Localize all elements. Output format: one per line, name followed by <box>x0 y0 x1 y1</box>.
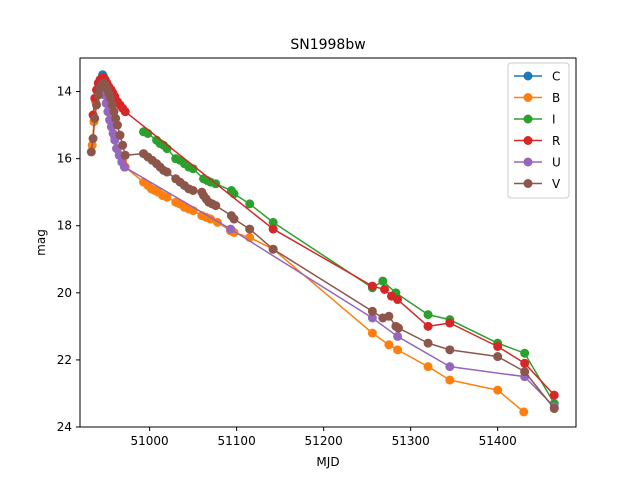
legend-entry-B: B <box>514 91 560 105</box>
data-point <box>162 167 172 177</box>
legend-swatch-marker <box>523 114 533 124</box>
x-axis-label: MJD <box>316 455 339 469</box>
data-point <box>86 147 96 157</box>
data-point <box>520 367 530 377</box>
y-tick-label: 18 <box>57 219 72 233</box>
x-tick-label: 51400 <box>479 434 517 448</box>
data-point <box>393 345 403 355</box>
data-point <box>445 375 455 385</box>
legend-label: I <box>552 113 556 127</box>
data-point <box>211 201 221 211</box>
legend-entry-R: R <box>514 134 560 148</box>
data-point <box>393 331 403 341</box>
legend-swatch-marker <box>523 136 533 145</box>
data-point <box>367 313 377 323</box>
data-point <box>423 362 433 372</box>
x-axis: 51000 51100 51200 51300 51400 <box>131 427 517 448</box>
data-point <box>88 134 98 144</box>
data-point <box>423 321 433 331</box>
x-tick-label: 51100 <box>218 434 256 448</box>
legend-label: U <box>552 156 561 170</box>
data-point <box>520 348 530 358</box>
data-point <box>493 385 503 395</box>
data-point <box>119 162 129 172</box>
data-point <box>92 100 102 110</box>
data-point <box>380 284 390 294</box>
data-point <box>268 217 278 227</box>
data-point <box>393 295 403 305</box>
y-tick-label: 24 <box>57 420 72 434</box>
data-point <box>120 150 130 160</box>
y-tick-label: 14 <box>57 85 72 99</box>
plot-frame <box>79 57 577 428</box>
data-point <box>378 276 388 286</box>
y-tick-label: 20 <box>57 286 72 300</box>
data-point <box>445 362 455 372</box>
chart-title: SN1998bw <box>290 37 365 53</box>
data-point <box>268 224 278 234</box>
legend-label: R <box>552 134 560 148</box>
data-point <box>445 318 455 328</box>
data-point <box>367 306 377 316</box>
data-point <box>229 214 239 224</box>
x-tick-label: 51300 <box>392 434 430 448</box>
legend-swatch-marker <box>523 157 533 167</box>
data-point <box>90 113 100 123</box>
data-point <box>423 338 433 348</box>
data-point <box>112 120 122 130</box>
data-point <box>549 404 559 414</box>
legend-entry-V: V <box>514 177 561 191</box>
data-point <box>245 199 255 209</box>
data-point <box>115 130 125 140</box>
data-point <box>367 281 377 291</box>
data-point <box>229 189 239 199</box>
legend-label: V <box>552 177 561 191</box>
legend-label: B <box>552 91 560 105</box>
data-point <box>384 311 394 321</box>
legend-entry-U: U <box>514 156 561 170</box>
data-point <box>493 341 503 351</box>
legend-label: C <box>552 70 560 84</box>
data-point <box>384 340 394 350</box>
legend-entry-C: C <box>514 70 560 84</box>
data-point <box>549 390 559 400</box>
x-tick-label: 51200 <box>305 434 343 448</box>
legend-swatch-marker <box>523 179 533 188</box>
legend-entry-I: I <box>514 113 556 127</box>
data-point <box>493 352 503 362</box>
data-point <box>393 323 403 333</box>
y-axis-label: mag <box>34 229 48 256</box>
data-point <box>118 140 128 150</box>
data-point <box>423 310 433 320</box>
data-point <box>268 244 278 254</box>
data-point <box>120 107 130 117</box>
data-point <box>162 192 172 202</box>
data-point <box>445 345 455 355</box>
legend-swatch-marker <box>523 93 533 102</box>
data-point <box>188 186 198 195</box>
data-point <box>226 224 236 234</box>
data-point <box>245 224 255 234</box>
data-point <box>519 407 529 417</box>
data-point <box>367 328 377 338</box>
x-tick-label: 51000 <box>131 434 169 448</box>
y-tick-label: 16 <box>57 152 72 166</box>
series-V <box>86 78 559 414</box>
legend-swatch-marker <box>523 71 533 81</box>
y-tick-label: 22 <box>57 353 72 367</box>
data-point <box>520 358 530 368</box>
y-axis: 14 16 18 20 22 24 <box>57 85 80 434</box>
series-layer <box>86 70 559 417</box>
